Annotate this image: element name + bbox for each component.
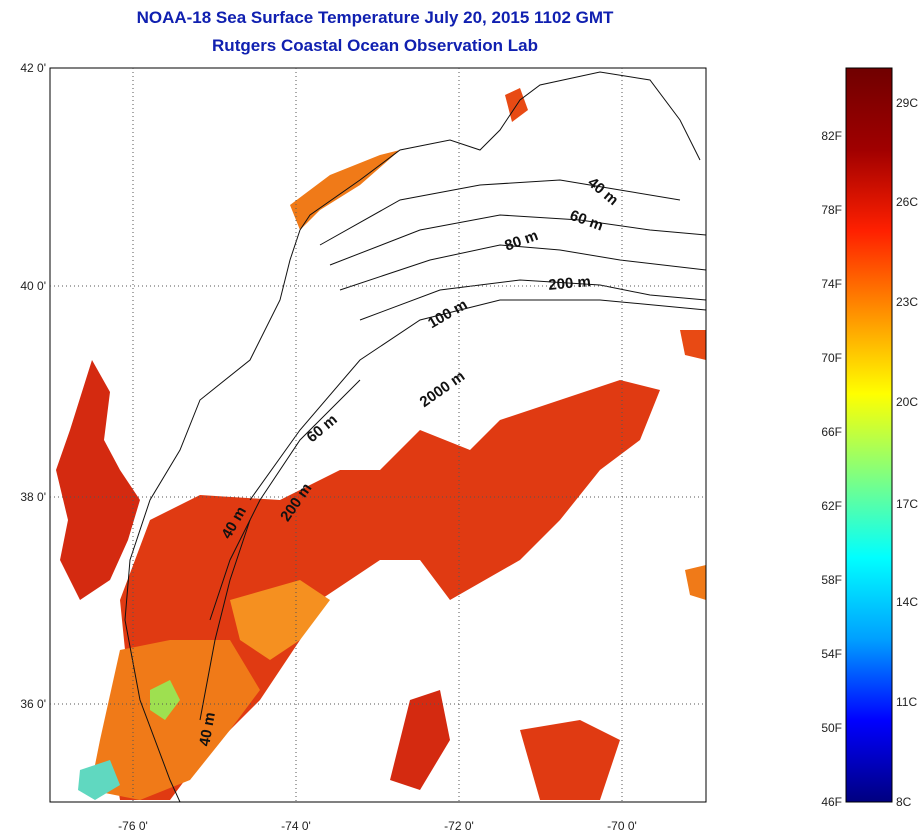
coastline-contours xyxy=(124,71,706,802)
latitude-label: 36 0' xyxy=(20,697,46,711)
isobath-80m xyxy=(339,244,706,291)
colorbar-fahrenheit-label: 66F xyxy=(821,425,842,439)
isobath-south xyxy=(199,519,251,721)
colorbar-fahrenheit-label: 74F xyxy=(821,277,842,291)
isobath-100m-2000m xyxy=(249,299,706,501)
isobath-label: 40 m xyxy=(196,711,219,748)
colorbar-fahrenheit-label: 54F xyxy=(821,647,842,661)
colorbar-fahrenheit-label: 82F xyxy=(821,129,842,143)
isobath-200m xyxy=(359,279,706,321)
sst-far-east-patch xyxy=(685,565,706,600)
sst-field xyxy=(56,88,706,800)
longitude-label: -72 0' xyxy=(444,819,474,832)
sst-southeast-eddy xyxy=(520,720,620,800)
latitude-label: 42 0' xyxy=(20,61,46,75)
colorbar-gradient xyxy=(845,67,893,803)
sst-cool-patch xyxy=(150,680,180,720)
longitude-label: -76 0' xyxy=(118,819,148,832)
sst-east-patch xyxy=(680,330,706,360)
longitude-label: -70 0' xyxy=(607,819,637,832)
sst-bay-region xyxy=(56,360,140,600)
colorbar-fahrenheit-label: 78F xyxy=(821,203,842,217)
coastline xyxy=(299,71,701,231)
colorbar-celsius-label: 26C xyxy=(896,195,918,209)
coastline-south xyxy=(124,229,301,802)
map-frame xyxy=(49,67,707,803)
colorbar-fahrenheit-label: 58F xyxy=(821,573,842,587)
sst-south-eddy xyxy=(390,690,450,790)
latitude-label: 40 0' xyxy=(20,279,46,293)
isobath-shelf-break xyxy=(209,379,361,621)
colorbar-fahrenheit-label: 46F xyxy=(821,795,842,809)
colorbar-fahrenheit-label: 50F xyxy=(821,721,842,735)
map-subtitle: Rutgers Coastal Ocean Observation Lab xyxy=(212,36,538,55)
colorbar-fahrenheit-label: 70F xyxy=(821,351,842,365)
isobath-label: 200 m xyxy=(548,273,592,294)
longitude-label: -74 0' xyxy=(281,819,311,832)
latitude-label: 38 0' xyxy=(20,490,46,504)
colorbar-celsius-label: 8C xyxy=(896,795,912,809)
colorbar-celsius-label: 23C xyxy=(896,295,918,309)
isobath-60m xyxy=(329,214,706,266)
colorbar-celsius-label: 14C xyxy=(896,595,918,609)
colorbar-fahrenheit-label: 62F xyxy=(821,499,842,513)
sst-cool-patch-2 xyxy=(78,760,120,800)
colorbar-celsius-label: 29C xyxy=(896,96,918,110)
colorbar-celsius-label: 20C xyxy=(896,395,918,409)
sst-cape-orange xyxy=(230,580,330,660)
graticule xyxy=(50,68,706,802)
colorbar-celsius-label: 17C xyxy=(896,497,918,511)
map-title: NOAA-18 Sea Surface Temperature July 20,… xyxy=(136,8,614,27)
isobath-40m xyxy=(319,179,681,246)
colorbar-celsius-label: 11C xyxy=(896,695,917,709)
